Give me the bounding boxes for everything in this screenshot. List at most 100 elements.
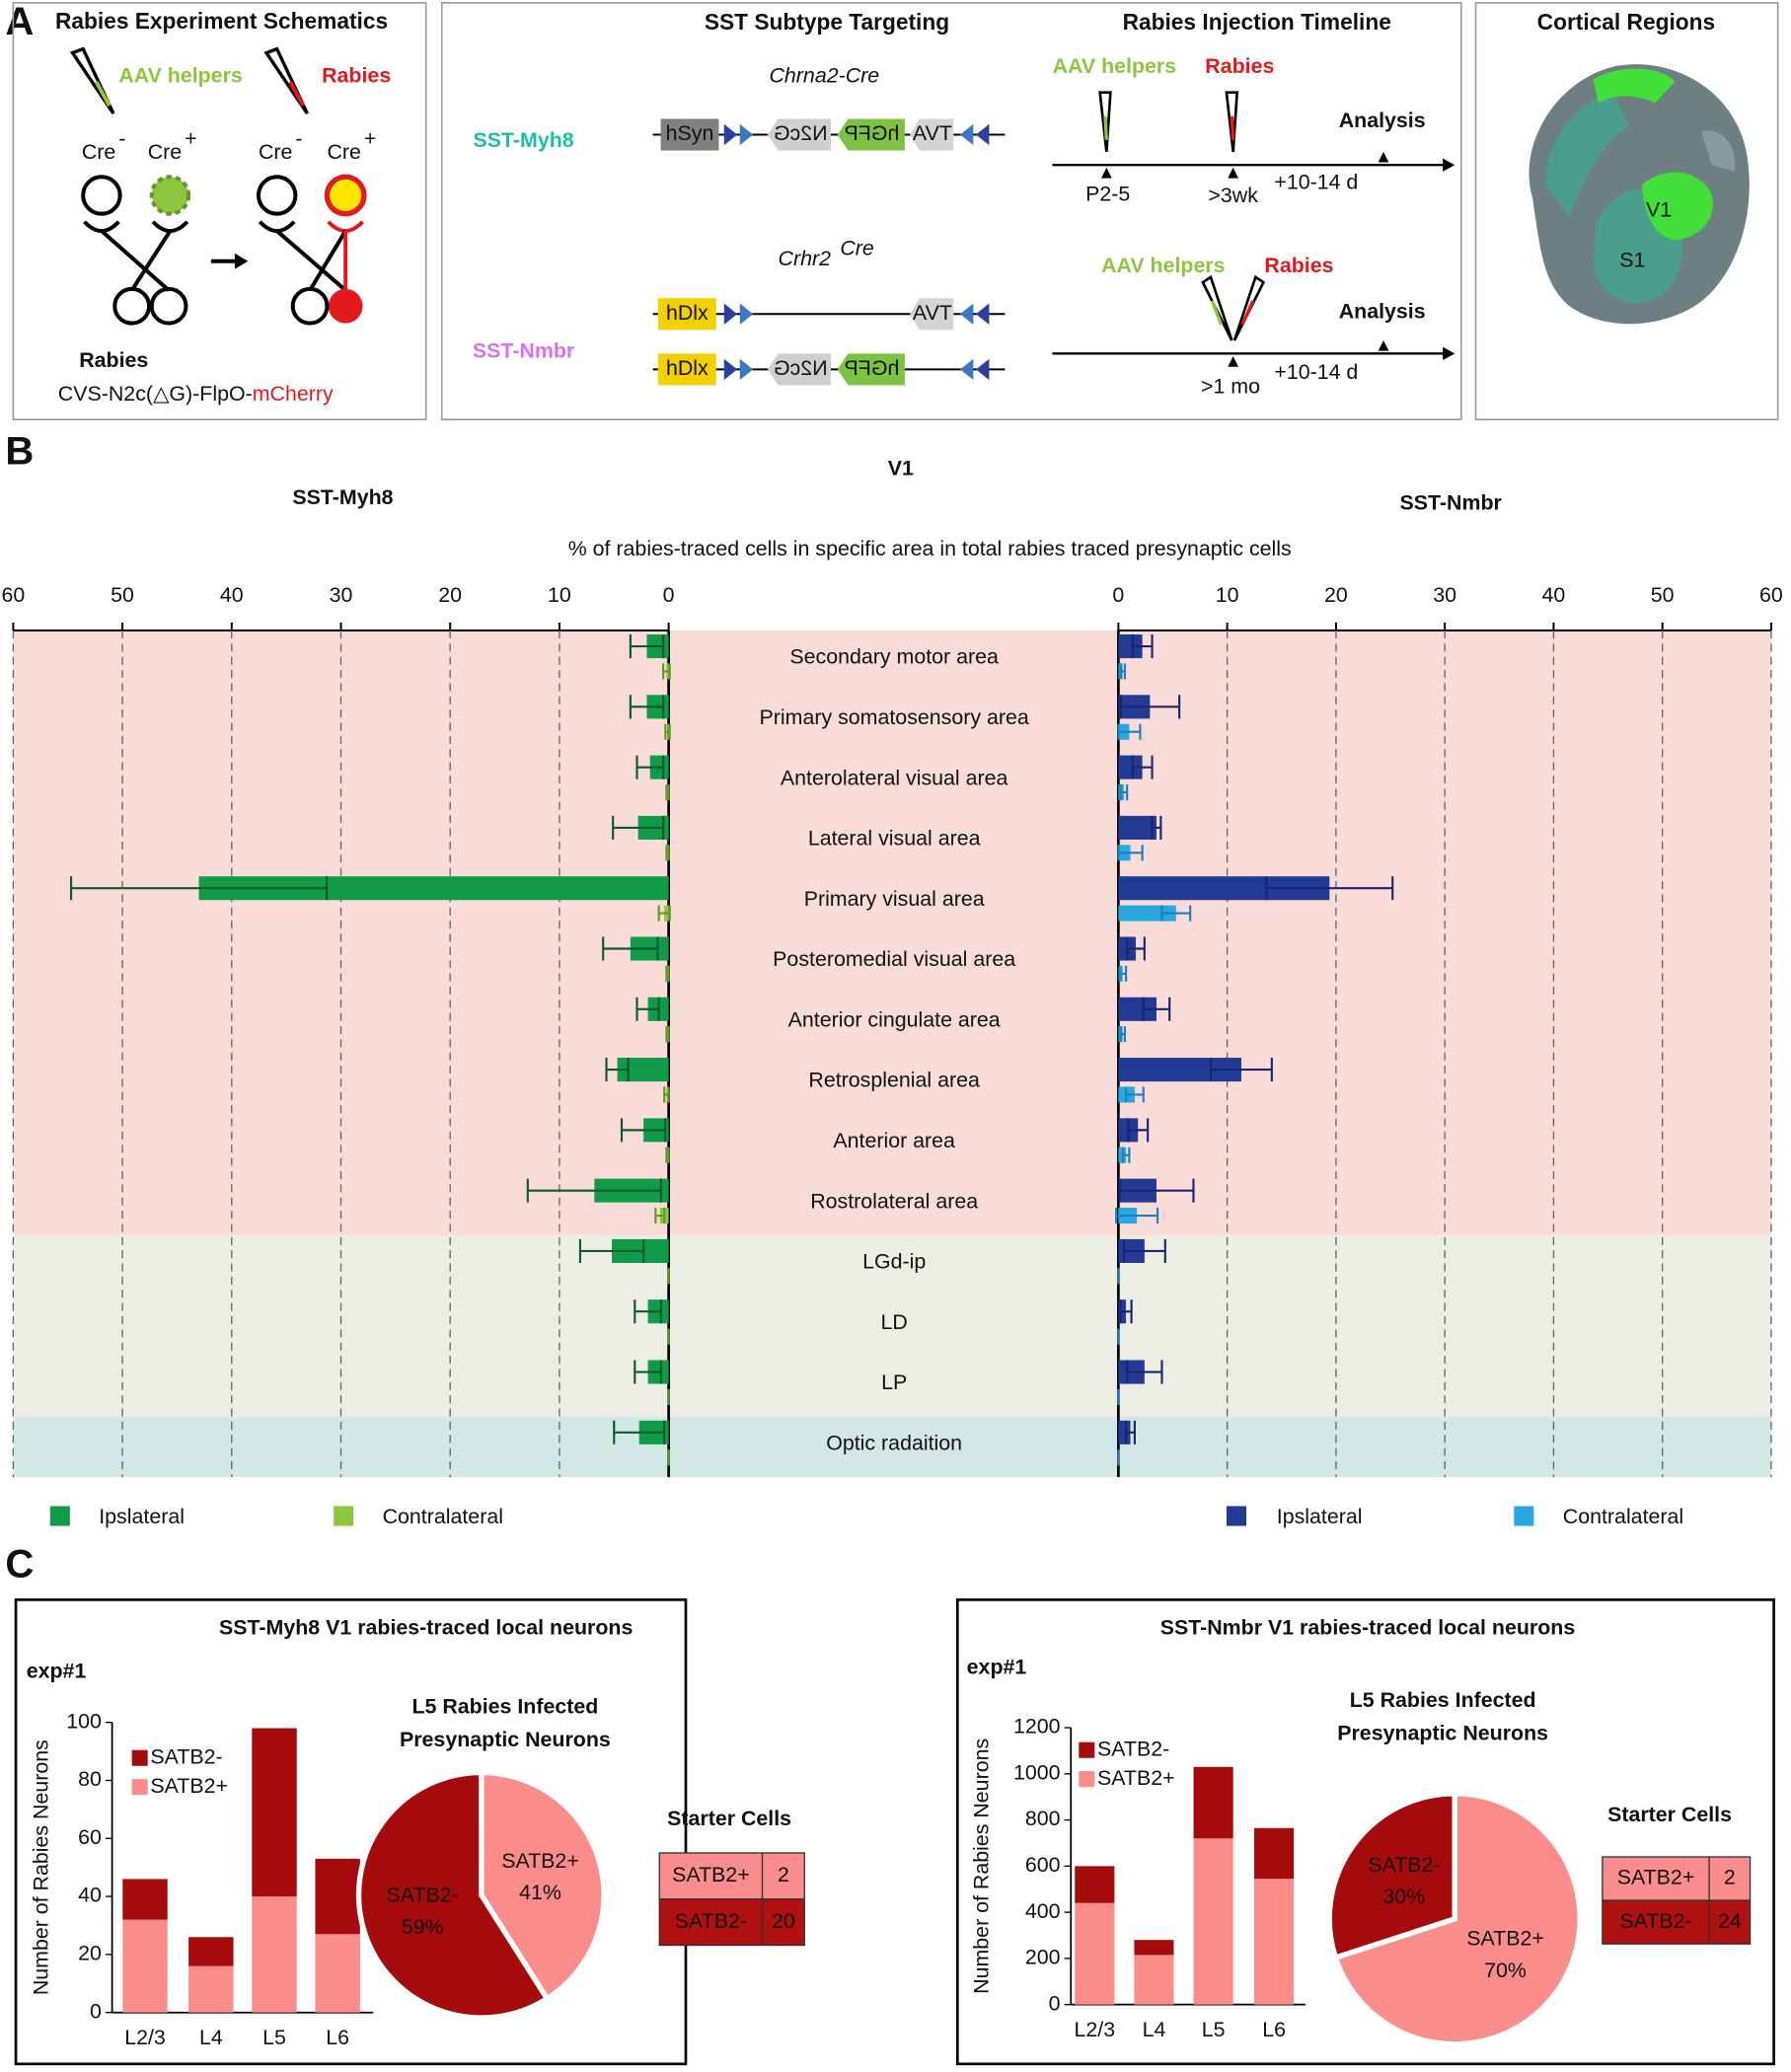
construct-row: hSyn N2cG hGFP TVA [652,118,1006,151]
rabies-label: Rabies [1264,254,1333,277]
group-title: SST-Nmbr [1400,490,1502,514]
lox [959,358,974,381]
error-bar [1119,663,1127,680]
panel-label: C [5,1543,34,1587]
legend-swatch [1226,1506,1247,1526]
x-tick-label: 20 [1324,583,1348,607]
lox [739,358,754,381]
cre-sup: + [185,126,196,150]
element-label: TVA [912,121,952,145]
gene [910,118,954,151]
table-row [1602,1856,1752,1901]
table-cell: SATB2- [1619,1909,1691,1933]
aav-label: AAV helpers [1053,54,1177,78]
bar-segment [252,1896,297,2013]
error-bar [634,1299,662,1324]
cre: Cre [148,140,182,164]
error-bar [654,1208,666,1224]
category-label: Optic radaition [826,1431,962,1454]
pipette-fill [1210,300,1224,326]
error-bar [664,723,671,740]
lox [723,358,738,381]
soma [81,175,122,216]
error-bar [1121,1147,1131,1163]
slice-label: SATB2- [1368,1853,1440,1877]
y-tick-label: 1200 [1013,1715,1061,1739]
slice-label: SATB2+ [1466,1927,1544,1951]
y-tick-label: 600 [1025,1853,1061,1877]
lox [723,123,738,146]
x-tick-label: L2/3 [1075,2018,1116,2041]
y-tick-label: 200 [1025,1946,1061,1969]
table-cell: SATB2- [675,1909,747,1933]
category-label: Retrosplenial area [808,1069,980,1092]
category-label: Primary somatosensory area [760,705,1029,729]
soma [290,286,330,326]
bar-segment [188,1937,234,1966]
error-bar [1119,695,1181,719]
element-label: N2cG [774,121,828,145]
time-marker [1228,167,1238,179]
time-label: P2-5 [1085,183,1130,206]
y-tick-label: 20 [78,1942,102,1965]
bar-segment [1075,1866,1115,1903]
x-tick-label: L4 [199,2026,223,2049]
promoter [657,298,716,331]
box-title: Cortical Regions [1537,9,1716,35]
reporter: mCherry [253,381,334,405]
y-axis-title: Number of Rabies Neurons [969,1739,993,1994]
box [440,2,1462,420]
aav-label: AAV helpers [118,63,243,87]
infected-soma [328,288,363,324]
x-tick-label: 50 [1651,583,1675,607]
legend-label: Ipslateral [1277,1505,1363,1528]
construct-row: hDlx N2cG hGFP [652,353,1006,386]
promoter [657,353,716,386]
category-label: LP [881,1370,907,1394]
box-title: SST-Nmbr V1 rabies-traced local neurons [1160,1615,1576,1639]
y-tick-label: 40 [78,1884,102,1907]
error-bar [1131,755,1154,779]
error-bar [605,1058,630,1082]
slice-value: 70% [1484,1959,1527,1982]
error-bar [635,997,660,1021]
category-label: Anterior cingulate area [788,1007,1001,1031]
promoter [660,118,719,151]
pie-title: L5 Rabies Infected [1350,1688,1536,1712]
bar-segment [1134,1955,1174,2005]
bar-segment [1075,1902,1115,2005]
error-bar [1131,634,1154,659]
pipette [1098,91,1112,153]
slice-label: SATB2+ [501,1849,579,1873]
error-bar [665,784,670,801]
x-tick-label: L5 [1202,2018,1226,2041]
experiment-label: exp#1 [967,1656,1027,1679]
legend-swatch [1079,1741,1095,1758]
x-tick-label: L5 [262,2026,286,2049]
x-tick-label: 10 [1216,583,1239,607]
soma [256,175,298,216]
legend-label: SATB2- [150,1744,222,1768]
construct: CVS-N2c(△G)-FlpO-mCherry [58,381,334,405]
error-bar [1117,845,1144,861]
bar-segment [1193,1766,1233,1839]
region-band [13,1234,1771,1417]
cortical-area [1701,130,1736,172]
lox [976,358,990,381]
error-bar [578,1238,645,1263]
analysis-label: Analysis [1339,109,1426,132]
box-title: Rabies Experiment Schematics [55,8,388,34]
bar-segment [1134,1940,1174,1956]
table-cell: SATB2+ [672,1863,750,1887]
virus-label: Rabies [79,348,148,372]
y-tick-label: 800 [1025,1807,1061,1830]
cortical-area [1641,172,1713,241]
time-marker [1378,151,1389,163]
error-bar [665,1147,670,1163]
table-cell: SATB2+ [1617,1866,1695,1889]
cre-sup: - [118,126,125,150]
x-tick-label: L6 [1262,2018,1286,2041]
bar-segment [122,1879,168,1920]
